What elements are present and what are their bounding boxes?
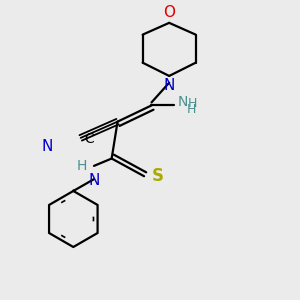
Text: N: N [41,139,53,154]
Text: O: O [163,5,175,20]
Text: N: N [178,94,188,109]
Text: H: H [76,159,87,173]
Text: N: N [164,78,175,93]
Text: H: H [187,103,196,116]
Text: C: C [84,132,94,146]
Text: N: N [88,173,100,188]
Text: H: H [188,97,197,110]
Text: S: S [152,167,164,185]
